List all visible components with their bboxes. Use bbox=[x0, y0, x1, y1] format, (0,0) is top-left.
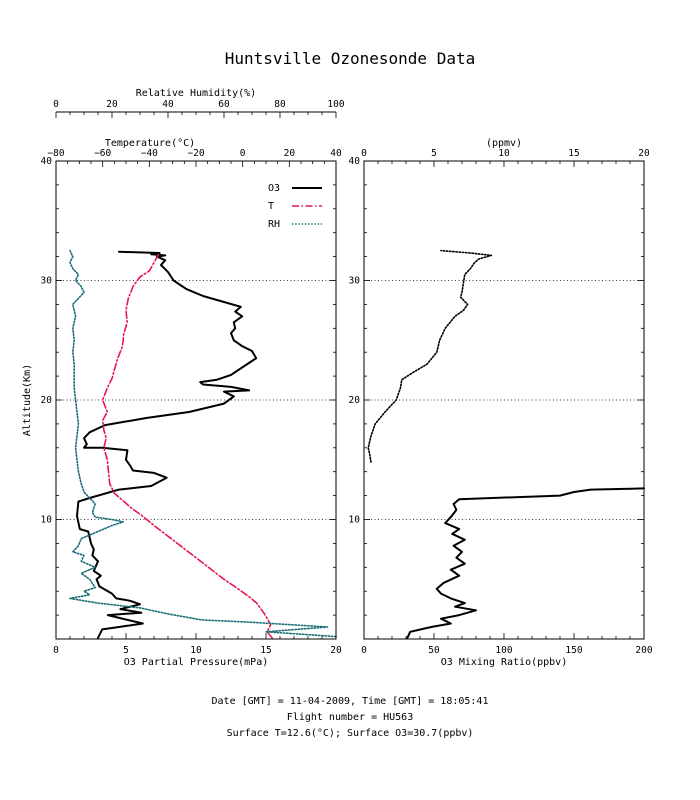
x-tick-label: 60 bbox=[218, 99, 230, 110]
x-tick-label: 15 bbox=[260, 645, 271, 656]
y-tick-label: 20 bbox=[349, 395, 361, 406]
left-gridlines bbox=[56, 280, 336, 520]
left-panel: 10 20 30 40 0 5 10 15 20 −80 −60 −40 −20 0 20 40 0 20 40 60… bbox=[22, 88, 345, 668]
x-tick-label: 10 bbox=[498, 148, 510, 159]
o3-axis-label: O3 Partial Pressure(mPa) bbox=[124, 657, 269, 668]
legend-label: T bbox=[268, 201, 274, 212]
x-tick-label: 100 bbox=[327, 99, 344, 110]
x-tick-label: 50 bbox=[428, 645, 440, 656]
x-tick-label: −20 bbox=[187, 148, 204, 159]
rh-axis-label: Relative Humidity(%) bbox=[136, 88, 256, 99]
x-tick-label: −60 bbox=[94, 148, 111, 159]
y-tick-label: 20 bbox=[41, 395, 53, 406]
footer-surface-values: Surface T=12.6(°C); Surface O3=30.7(ppbv… bbox=[227, 728, 474, 739]
y-tick-label: 10 bbox=[41, 515, 53, 526]
x-tick-label: 20 bbox=[330, 645, 342, 656]
x-tick-label: −80 bbox=[47, 148, 64, 159]
x-tick-label: 5 bbox=[431, 148, 437, 159]
x-tick-label: 20 bbox=[638, 148, 650, 159]
x-tick-label: 0 bbox=[53, 645, 59, 656]
y-tick-label: 40 bbox=[41, 156, 53, 167]
x-tick-label: 10 bbox=[190, 645, 202, 656]
x-tick-label: 100 bbox=[495, 645, 512, 656]
x-tick-label: 0 bbox=[240, 148, 246, 159]
legend-label: O3 bbox=[268, 183, 280, 194]
x-tick-label: 15 bbox=[568, 148, 579, 159]
series-t bbox=[101, 253, 273, 639]
y-tick-label: 30 bbox=[41, 276, 53, 287]
legend-label: RH bbox=[268, 219, 280, 230]
x-tick-label: 0 bbox=[361, 645, 367, 656]
left-axis-ticks: 10 20 30 40 0 5 10 15 20 −80 −60 −40 −20 0 20 40 0 20 40 60… bbox=[41, 99, 345, 656]
x-tick-label: 0 bbox=[53, 99, 59, 110]
y-tick-label: 30 bbox=[349, 276, 361, 287]
legend: O3 T RH bbox=[268, 183, 322, 230]
series-rh bbox=[69, 249, 337, 638]
series-o3-mixing-ratio-ppmv bbox=[367, 249, 493, 463]
mixing-ratio-axis-label: O3 Mixing Ratio(ppbv) bbox=[441, 657, 567, 668]
x-tick-label: 80 bbox=[274, 99, 286, 110]
left-series-group bbox=[69, 249, 337, 639]
temperature-axis-label: Temperature(°C) bbox=[105, 138, 195, 149]
x-tick-label: 40 bbox=[162, 99, 174, 110]
x-tick-label: 150 bbox=[565, 645, 582, 656]
footer-flight-number: Flight number = HU563 bbox=[287, 712, 413, 723]
x-tick-label: 40 bbox=[330, 148, 342, 159]
right-gridlines bbox=[364, 280, 644, 520]
series-o3-mixing-ratio-ppbv bbox=[406, 487, 645, 639]
x-tick-label: 0 bbox=[361, 148, 367, 159]
x-tick-label: 20 bbox=[106, 99, 118, 110]
x-tick-label: −40 bbox=[141, 148, 158, 159]
footer: Date [GMT] = 11-04-2009, Time [GMT] = 18… bbox=[212, 696, 489, 739]
right-series-group bbox=[367, 249, 645, 639]
left-ylabel: Altitude(Km) bbox=[22, 364, 33, 436]
x-tick-label: 5 bbox=[123, 645, 129, 656]
y-tick-label: 10 bbox=[349, 515, 361, 526]
ppmv-axis-label: (ppmv) bbox=[486, 138, 522, 149]
series-o3 bbox=[76, 250, 258, 639]
x-tick-label: 20 bbox=[284, 148, 296, 159]
footer-date-time: Date [GMT] = 11-04-2009, Time [GMT] = 18… bbox=[212, 696, 489, 707]
x-tick-label: 200 bbox=[635, 645, 652, 656]
y-tick-label: 40 bbox=[349, 156, 361, 167]
chart-title: Huntsville Ozonesonde Data bbox=[225, 49, 475, 68]
